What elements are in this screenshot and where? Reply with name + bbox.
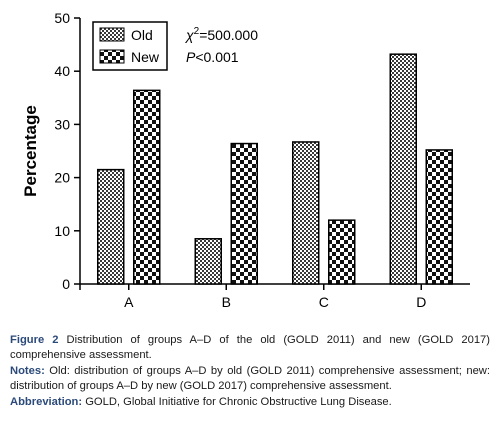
abbreviation-label: Abbreviation: xyxy=(10,396,83,408)
figure-caption: Figure 2 Distribution of groups A–D of t… xyxy=(10,333,490,411)
x-tick-label: B xyxy=(222,294,231,310)
bar-new-c xyxy=(328,219,356,285)
legend-swatch-old xyxy=(99,27,125,42)
legend-label-old: Old xyxy=(131,27,153,43)
bar-old-d xyxy=(389,53,417,285)
figure-caption-title: Figure 2 Distribution of groups A–D of t… xyxy=(10,333,490,363)
bar-chart: 0 10 20 30 40 50 A B C D Percentage Old New χ2=50… xyxy=(21,10,470,310)
bars xyxy=(97,53,453,285)
bar-old-a xyxy=(97,168,125,285)
abbreviation-text: GOLD, Global Initiative for Chronic Obst… xyxy=(82,396,392,408)
chi-square-annotation: χ2=500.000 xyxy=(184,26,258,43)
notes-label: Notes: xyxy=(10,365,45,377)
y-tick-label: 20 xyxy=(54,170,70,186)
figure-notes: Notes: Old: distribution of groups A–D b… xyxy=(10,364,490,394)
y-axis: 0 10 20 30 40 50 xyxy=(54,10,81,292)
chart-svg: 0 10 20 30 40 50 A B C D Percentage Old New χ2=50… xyxy=(21,10,470,310)
figure-label: Figure 2 xyxy=(10,334,59,346)
y-tick-label: 50 xyxy=(54,10,70,26)
figure-text: Distribution of groups A–D of the old (G… xyxy=(10,334,491,361)
figure-abbreviation: Abbreviation: GOLD, Global Initiative fo… xyxy=(10,395,490,410)
y-axis-label: Percentage xyxy=(21,105,40,197)
legend-swatch-new xyxy=(99,49,125,64)
stats-annotations: χ2=500.000 P<0.001 xyxy=(184,26,258,65)
bar-old-c xyxy=(292,141,320,285)
x-tick-label: D xyxy=(416,294,426,310)
legend: Old New xyxy=(92,21,168,71)
y-tick-label: 40 xyxy=(54,63,70,79)
bar-old-b xyxy=(194,238,222,285)
y-tick-label: 30 xyxy=(54,116,70,132)
legend-label-new: New xyxy=(131,49,160,65)
y-tick-label: 10 xyxy=(54,223,70,239)
bar-new-b xyxy=(230,142,258,285)
bar-new-d xyxy=(425,149,453,285)
y-tick-label: 0 xyxy=(62,276,70,292)
x-axis: A B C D xyxy=(80,283,470,310)
notes-text: Old: distribution of groups A–D by old (… xyxy=(10,365,490,392)
x-tick-label: A xyxy=(124,294,134,310)
p-value-annotation: P<0.001 xyxy=(186,49,239,65)
bar-new-a xyxy=(133,89,161,285)
x-tick-label: C xyxy=(319,294,329,310)
